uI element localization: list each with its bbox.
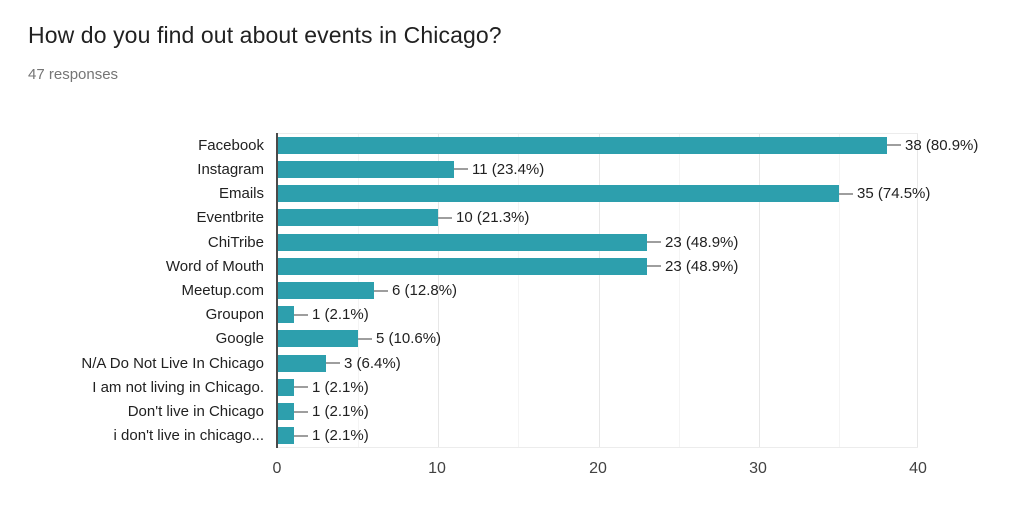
major-gridline xyxy=(759,134,760,447)
bar xyxy=(278,330,358,347)
value-label: 6 (12.8%) xyxy=(392,282,458,299)
minor-gridline xyxy=(679,134,680,447)
bar xyxy=(278,258,647,275)
bar xyxy=(278,282,374,299)
leader-line xyxy=(647,241,661,243)
category-label: Don't live in Chicago xyxy=(127,403,264,420)
category-label: Meetup.com xyxy=(181,282,264,299)
category-label: i don't live in chicago... xyxy=(113,427,264,444)
value-label: 3 (6.4%) xyxy=(344,355,401,372)
category-label: Google xyxy=(215,330,264,347)
leader-line xyxy=(294,386,308,388)
category-label: Instagram xyxy=(197,161,264,178)
leader-line xyxy=(294,314,308,316)
value-label: 23 (48.9%) xyxy=(665,258,739,275)
responses-count: 47 responses xyxy=(28,66,119,83)
major-gridline xyxy=(438,134,439,447)
x-axis-tick-label: 30 xyxy=(749,460,767,477)
bar xyxy=(278,355,326,372)
value-label: 23 (48.9%) xyxy=(665,234,739,251)
x-axis-tick-label: 20 xyxy=(589,460,607,477)
category-label: Word of Mouth xyxy=(165,258,264,275)
bar xyxy=(278,379,294,396)
leader-line xyxy=(454,168,468,170)
minor-gridline xyxy=(518,134,519,447)
category-label: N/A Do Not Live In Chicago xyxy=(81,355,264,372)
category-label: Groupon xyxy=(205,306,264,323)
x-axis-tick-label: 40 xyxy=(909,460,927,477)
category-label: Facebook xyxy=(198,137,264,154)
value-label: 38 (80.9%) xyxy=(905,137,979,154)
bar xyxy=(278,209,438,226)
question-title: How do you find out about events in Chic… xyxy=(28,22,502,48)
value-label: 1 (2.1%) xyxy=(312,427,369,444)
value-label: 35 (74.5%) xyxy=(857,185,931,202)
value-label: 1 (2.1%) xyxy=(312,403,369,420)
leader-line xyxy=(839,193,853,195)
value-label: 1 (2.1%) xyxy=(312,306,369,323)
value-label: 11 (23.4%) xyxy=(472,161,545,178)
bar xyxy=(278,234,647,251)
major-gridline xyxy=(917,134,918,447)
bar xyxy=(278,403,294,420)
x-axis-tick-label: 0 xyxy=(272,460,282,477)
leader-line xyxy=(374,290,388,292)
leader-line xyxy=(294,435,308,437)
leader-line xyxy=(358,338,372,340)
bar xyxy=(278,306,294,323)
x-axis-tick-label: 10 xyxy=(428,460,446,477)
bar xyxy=(278,137,887,154)
category-label: Emails xyxy=(218,185,264,202)
leader-line xyxy=(294,411,308,413)
bar xyxy=(278,161,454,178)
leader-line xyxy=(887,144,901,146)
leader-line xyxy=(326,362,340,364)
y-axis-line xyxy=(276,133,278,448)
value-label: 1 (2.1%) xyxy=(312,379,369,396)
category-label: ChiTribe xyxy=(207,234,264,251)
value-label: 10 (21.3%) xyxy=(456,209,530,226)
leader-line xyxy=(438,217,452,219)
minor-gridline xyxy=(839,134,840,447)
category-label: I am not living in Chicago. xyxy=(92,379,264,396)
value-label: 5 (10.6%) xyxy=(376,330,442,347)
leader-line xyxy=(647,265,661,267)
category-label: Eventbrite xyxy=(196,209,264,226)
bar xyxy=(278,427,294,444)
major-gridline xyxy=(599,134,600,447)
bar xyxy=(278,185,839,202)
